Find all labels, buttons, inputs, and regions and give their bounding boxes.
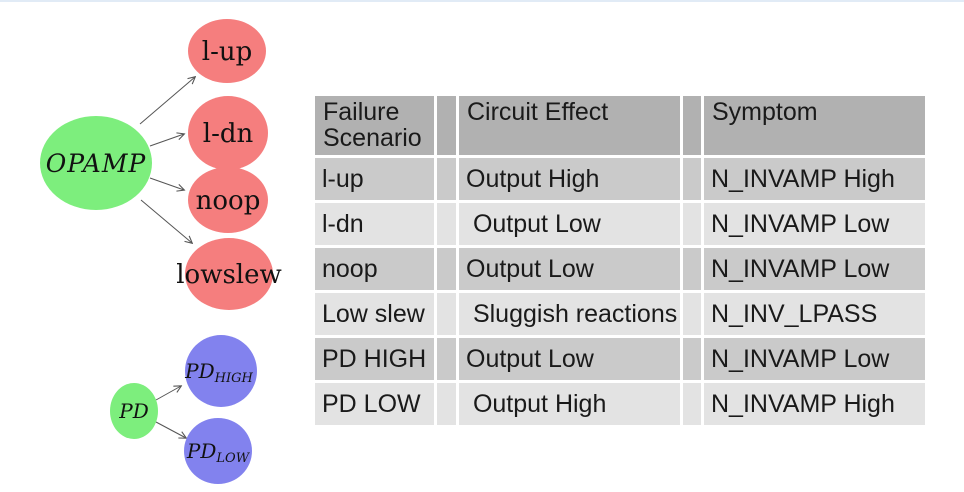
edge-opamp-lowslew: [140, 199, 192, 243]
node-l-dn: [188, 96, 268, 170]
cell-spacer: [437, 293, 456, 335]
cell-symptom: N_INVAMP Low: [704, 248, 925, 290]
node-pd-high-label: PDHIGH: [184, 359, 253, 386]
cell-spacer: [437, 248, 456, 290]
header-spacer-1: [437, 96, 456, 155]
cell-effect: Sluggish reactions: [459, 293, 680, 335]
cell-scenario: l-up: [315, 158, 434, 200]
edge-opamp-lup: [139, 77, 195, 125]
node-pd-low: [184, 418, 252, 484]
node-l-up: [188, 19, 266, 83]
pd-low-base: PD: [186, 439, 217, 463]
node-pd-low-label: PDLOW: [186, 439, 251, 466]
cell-spacer: [437, 158, 456, 200]
cell-effect: Output Low: [459, 248, 680, 290]
node-ldn-label: l-dn: [203, 119, 254, 149]
header-failure-scenario: Failure Scenario: [315, 96, 434, 155]
cell-scenario: Low slew: [315, 293, 434, 335]
cell-spacer: [683, 158, 701, 200]
header-symptom: Symptom: [704, 96, 925, 155]
node-pd: [110, 383, 158, 439]
edge-pd-pdlow: [155, 421, 186, 438]
cell-scenario: noop: [315, 248, 434, 290]
cell-spacer: [683, 293, 701, 335]
cell-symptom: N_INVAMP High: [704, 383, 925, 425]
node-opamp-label: OPAMP: [46, 149, 147, 178]
cell-effect: Output High: [459, 158, 680, 200]
fault-tree-diagram: OPAMP l-up l-dn noop lowslew PD PDHIGH P…: [40, 19, 282, 484]
cell-effect: Output High: [459, 383, 680, 425]
cell-spacer: [683, 248, 701, 290]
header-spacer-2: [683, 96, 701, 155]
node-opamp: [40, 116, 152, 210]
top-border-strip: [0, 0, 964, 2]
cell-spacer: [437, 383, 456, 425]
cell-spacer: [437, 338, 456, 380]
cell-scenario: PD LOW: [315, 383, 434, 425]
node-lup-label: l-up: [202, 37, 253, 67]
cell-scenario: PD HIGH: [315, 338, 434, 380]
pd-high-base: PD: [184, 359, 215, 383]
node-lowslew: [185, 238, 273, 310]
cell-spacer: [683, 203, 701, 245]
edge-opamp-ldn: [149, 134, 184, 147]
failure-table: Failure Scenario Circuit Effect Symptom …: [315, 96, 925, 425]
cell-scenario: l-dn: [315, 203, 434, 245]
node-lowslew-label: lowslew: [176, 260, 282, 290]
edge-pd-pdhigh: [155, 386, 181, 401]
pd-high-subscript: HIGH: [214, 371, 254, 386]
cell-spacer: [683, 338, 701, 380]
cell-symptom: N_INVAMP Low: [704, 338, 925, 380]
cell-symptom: N_INVAMP Low: [704, 203, 925, 245]
node-pd-high: [185, 335, 257, 407]
node-noop-label: noop: [196, 186, 261, 216]
header-circuit-effect: Circuit Effect: [459, 96, 680, 155]
node-noop: [188, 167, 268, 233]
cell-symptom: N_INV_LPASS: [704, 293, 925, 335]
cell-symptom: N_INVAMP High: [704, 158, 925, 200]
cell-effect: Output Low: [459, 338, 680, 380]
cell-effect: Output Low: [459, 203, 680, 245]
node-pd-label: PD: [118, 399, 149, 423]
pd-low-subscript: LOW: [215, 451, 250, 466]
edge-opamp-noop: [149, 177, 184, 190]
cell-spacer: [437, 203, 456, 245]
cell-spacer: [683, 383, 701, 425]
